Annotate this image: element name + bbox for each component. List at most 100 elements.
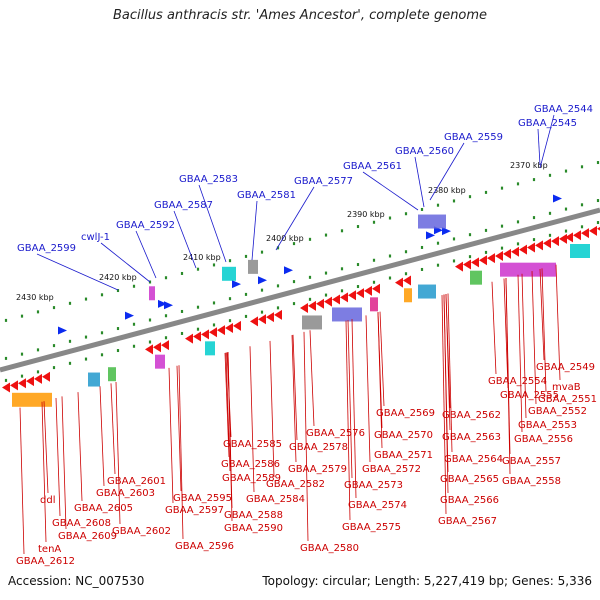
lower-gene-label: GBAA_2564 (444, 454, 503, 465)
lower-gene-label: GBAA_2578 (289, 442, 348, 453)
forward-gene-arrow (426, 231, 435, 240)
upper-label-leader (429, 142, 465, 201)
lower-gene-label: GBAA_2572 (362, 464, 421, 475)
reverse-gene-arrow (573, 230, 581, 241)
protein-domain-block (404, 288, 412, 303)
lower-label-leader (77, 392, 83, 502)
reverse-gene-arrow (487, 253, 495, 264)
forward-gene-arrow (284, 266, 293, 275)
lower-gene-label: GBAA_2552 (528, 406, 587, 417)
lower-gene-label: GBAA_2574 (348, 500, 407, 511)
lower-gene-label: GBAA_2549 (536, 362, 595, 373)
protein-domain-block (108, 367, 116, 382)
protein-domain-block (570, 244, 590, 258)
reverse-gene-arrow (274, 309, 282, 320)
lower-gene-label: GBAA_2575 (342, 522, 401, 533)
reverse-gene-arrow (26, 376, 34, 387)
lower-label-leader (379, 311, 385, 407)
reverse-gene-arrow (324, 296, 332, 307)
reverse-gene-arrow (250, 316, 258, 327)
upper-gene-label: cwlJ-1 (81, 232, 110, 243)
lower-label-leader (55, 397, 61, 517)
lower-label-leader (491, 281, 497, 375)
lower-label-leader (303, 331, 309, 542)
lower-label-leader (43, 401, 49, 494)
lower-gene-label: GBAA_2595 (173, 493, 232, 504)
reverse-gene-arrow (185, 333, 193, 344)
lower-label-leader (503, 278, 509, 389)
reverse-gene-arrow (527, 242, 535, 253)
lower-label-leader (99, 386, 105, 487)
reverse-gene-arrow (308, 300, 316, 311)
lower-gene-label: GBAA_2579 (288, 464, 347, 475)
reverse-gene-arrow (193, 331, 201, 342)
reverse-gene-arrow (2, 382, 10, 393)
reverse-gene-arrow (372, 283, 380, 294)
lower-label-leader (224, 352, 230, 458)
reverse-gene-arrow (348, 290, 356, 301)
lower-label-leader (505, 277, 511, 475)
lower-gene-label: tenA (38, 544, 61, 555)
reverse-gene-arrow (233, 320, 241, 331)
reverse-gene-arrow (364, 285, 372, 296)
lower-gene-label: GBAA_2589 (222, 473, 281, 484)
forward-gene-arrow (164, 301, 173, 310)
lower-gene-label: GBAA_2588 (224, 510, 283, 521)
lower-label-leader (178, 365, 184, 540)
upper-gene-label: GBAA_2599 (17, 243, 76, 254)
lower-gene-label: GBAA_2590 (224, 523, 283, 534)
protein-domain-block (205, 341, 215, 356)
reverse-gene-arrow (463, 259, 471, 270)
lower-label-leader (292, 334, 298, 441)
forward-gene-arrow (442, 227, 451, 236)
lower-gene-label: GBAA_2567 (438, 516, 497, 527)
lower-gene-label: GBAA_2566 (440, 495, 499, 506)
lower-gene-label: GBAA_2571 (374, 450, 433, 461)
reverse-gene-arrow (300, 303, 308, 313)
accession-text: Accession: NC_007530 (8, 574, 145, 588)
reverse-gene-arrow (153, 342, 161, 353)
lower-label-leader (539, 268, 545, 361)
lower-gene-label: GBAA_2556 (514, 434, 573, 445)
lower-gene-label: GBAA_2580 (300, 543, 359, 554)
lower-label-leader (225, 352, 231, 472)
lower-label-leader (115, 381, 121, 525)
lower-gene-label: GBAA_2562 (442, 410, 501, 421)
upper-gene-label: GBAA_2592 (116, 220, 175, 231)
lower-label-leader (269, 340, 275, 478)
lower-label-leader (441, 295, 447, 515)
reverse-gene-arrow (455, 261, 463, 272)
upper-gene-label: GBAA_2545 (518, 118, 577, 129)
lower-label-leader (41, 401, 47, 543)
upper-label-leader (36, 253, 119, 291)
reverse-gene-arrow (10, 380, 18, 391)
upper-gene-label: GBAA_2577 (294, 176, 353, 187)
upper-label-leader (135, 230, 157, 279)
reverse-gene-arrow (18, 378, 26, 389)
reverse-gene-arrow (559, 233, 567, 244)
reverse-gene-arrow (332, 294, 340, 305)
lower-label-leader (445, 293, 451, 431)
reverse-gene-arrow (535, 240, 543, 251)
lower-gene-label: GBAA_2596 (175, 541, 234, 552)
reverse-gene-arrow (201, 329, 209, 340)
reverse-gene-arrow (597, 226, 600, 231)
lower-gene-label: GBAA_2612 (16, 556, 75, 567)
kbp-scale-label: 2390 kbp (347, 210, 385, 219)
lower-gene-label: GBAA_2608 (52, 518, 111, 529)
protein-domain-block (418, 284, 436, 299)
kbp-scale-label: 2410 kbp (183, 253, 221, 262)
lower-label-leader (110, 383, 116, 475)
lower-gene-label: GBAA_2605 (74, 503, 133, 514)
reverse-gene-arrow (471, 257, 479, 268)
lower-gene-label: GBAA_2601 (107, 476, 166, 487)
kbp-scale-label: 2430 kbp (16, 293, 54, 302)
reverse-gene-arrow (266, 312, 274, 323)
upper-label-leader (275, 186, 315, 251)
protein-domain-block (222, 266, 236, 281)
protein-domain-block (12, 392, 52, 407)
lower-gene-label: GBAA_2555 (500, 390, 559, 401)
reverse-gene-arrow (225, 323, 233, 333)
lower-gene-label: GBAA_2602 (112, 526, 171, 537)
protein-domain-block (470, 270, 482, 285)
